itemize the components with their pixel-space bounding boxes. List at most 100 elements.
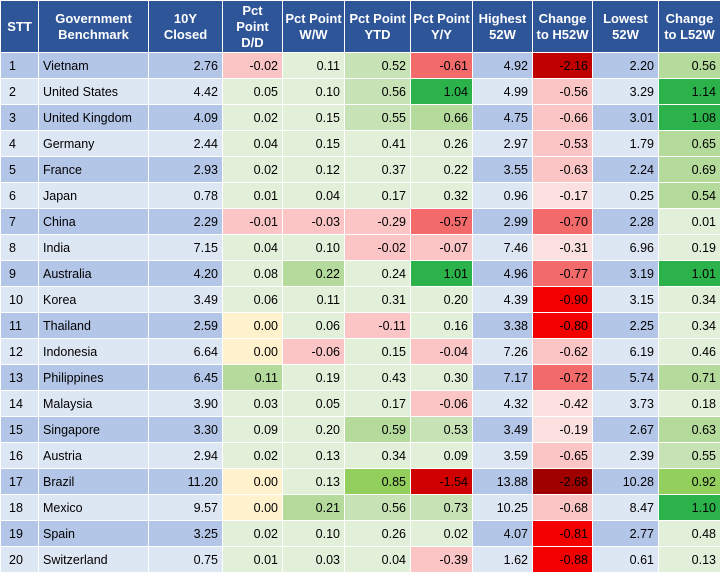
cell-ch: -0.72 [532,364,593,391]
cell-yy: 0.30 [410,364,473,391]
row-benchmark-name: Thailand [38,312,149,339]
table-row: 10 Korea 3.49 0.06 0.11 0.31 0.20 4.39 -0.90 3.15… [0,286,720,313]
row-benchmark-name: Vietnam [38,52,149,79]
cell-ytd: 0.52 [344,52,411,79]
row-stt: 1 [0,52,39,79]
cell-yy: 0.73 [410,494,473,521]
cell-low: 3.19 [592,260,659,287]
cell-dd: 0.00 [222,468,283,495]
cell-cl: 0.19 [658,234,720,261]
row-benchmark-name: Mexico [38,494,149,521]
cell-yy: 0.09 [410,442,473,469]
row-stt: 5 [0,156,39,183]
cell-high: 4.96 [472,260,533,287]
cell-low: 2.28 [592,208,659,235]
cell-high: 3.55 [472,156,533,183]
header-pct-ytd: Pct Point YTD [344,0,411,53]
cell-cl: 0.54 [658,182,720,209]
cell-ch: -0.90 [532,286,593,313]
cell-closed: 7.15 [148,234,223,261]
cell-ww: 0.05 [282,390,345,417]
cell-yy: 0.22 [410,156,473,183]
cell-ww: 0.22 [282,260,345,287]
table-row: 6 Japan 0.78 0.01 0.04 0.17 0.32 0.96 -0.17 0.25 0… [0,182,720,209]
row-stt: 20 [0,546,39,573]
cell-ch: -0.17 [532,182,593,209]
table-row: 1 Vietnam 2.76 -0.02 0.11 0.52 -0.61 4.92 -2.16 2… [0,52,720,79]
cell-cl: 1.14 [658,78,720,105]
cell-closed: 4.20 [148,260,223,287]
table-row: 13 Philippines 6.45 0.11 0.19 0.43 0.30 7.17 -0.… [0,364,720,391]
cell-yy: 0.02 [410,520,473,547]
cell-high: 4.07 [472,520,533,547]
cell-low: 2.67 [592,416,659,443]
cell-high: 4.32 [472,390,533,417]
cell-yy: 0.53 [410,416,473,443]
row-stt: 13 [0,364,39,391]
cell-low: 2.24 [592,156,659,183]
cell-ch: -0.56 [532,78,593,105]
cell-dd: 0.03 [222,390,283,417]
cell-ytd: 0.24 [344,260,411,287]
cell-low: 5.74 [592,364,659,391]
cell-low: 6.96 [592,234,659,261]
cell-cl: 0.55 [658,442,720,469]
cell-ch: -0.77 [532,260,593,287]
cell-dd: 0.01 [222,546,283,573]
cell-ww: 0.03 [282,546,345,573]
cell-ww: 0.11 [282,286,345,313]
table-row: 16 Austria 2.94 0.02 0.13 0.34 0.09 3.59 -0.65 2.… [0,442,720,469]
cell-ytd: 0.31 [344,286,411,313]
cell-cl: 0.69 [658,156,720,183]
cell-high: 4.99 [472,78,533,105]
row-benchmark-name: Spain [38,520,149,547]
row-stt: 6 [0,182,39,209]
cell-cl: 0.01 [658,208,720,235]
cell-high: 3.59 [472,442,533,469]
cell-ww: 0.06 [282,312,345,339]
cell-low: 3.01 [592,104,659,131]
cell-high: 3.38 [472,312,533,339]
table-row: 3 United Kingdom 4.09 0.02 0.15 0.55 0.66 4.75-… [0,104,720,131]
header-pct-yy: Pct Point Y/Y [410,0,473,53]
row-stt: 7 [0,208,39,235]
cell-ch: -0.65 [532,442,593,469]
cell-closed: 2.59 [148,312,223,339]
cell-closed: 2.44 [148,130,223,157]
table-row: 7 China 2.29 -0.01 -0.03 -0.29 -0.57 2.99 -0.70 2… [0,208,720,235]
cell-ww: 0.12 [282,156,345,183]
cell-dd: -0.01 [222,208,283,235]
cell-ch: -0.19 [532,416,593,443]
cell-yy: -1.54 [410,468,473,495]
cell-cl: 0.34 [658,286,720,313]
row-stt: 4 [0,130,39,157]
cell-ch: -0.80 [532,312,593,339]
cell-dd: 0.00 [222,312,283,339]
cell-low: 0.61 [592,546,659,573]
cell-ytd: 0.17 [344,182,411,209]
cell-low: 6.19 [592,338,659,365]
cell-cl: 1.01 [658,260,720,287]
cell-ww: -0.03 [282,208,345,235]
cell-ww: 0.15 [282,130,345,157]
cell-dd: 0.04 [222,130,283,157]
row-benchmark-name: Austria [38,442,149,469]
header-lowest-52w: Lowest 52W [592,0,659,53]
cell-low: 8.47 [592,494,659,521]
cell-dd: 0.04 [222,234,283,261]
cell-ch: -2.68 [532,468,593,495]
row-benchmark-name: Japan [38,182,149,209]
cell-ch: -0.62 [532,338,593,365]
row-benchmark-name: Indonesia [38,338,149,365]
cell-low: 2.25 [592,312,659,339]
cell-ytd: 0.43 [344,364,411,391]
table-row: 4 Germany 2.44 0.04 0.15 0.41 0.26 2.97 -0.53 1.7… [0,130,720,157]
cell-yy: -0.39 [410,546,473,573]
table-row: 14 Malaysia 3.90 0.03 0.05 0.17 -0.06 4.32 -0.42… [0,390,720,417]
cell-ch: -0.53 [532,130,593,157]
header-highest-52w: Highest 52W [472,0,533,53]
cell-dd: 0.02 [222,156,283,183]
cell-yy: 0.20 [410,286,473,313]
table-row: 11 Thailand 2.59 0.00 0.06 -0.11 0.16 3.38 -0.80… [0,312,720,339]
cell-closed: 2.76 [148,52,223,79]
